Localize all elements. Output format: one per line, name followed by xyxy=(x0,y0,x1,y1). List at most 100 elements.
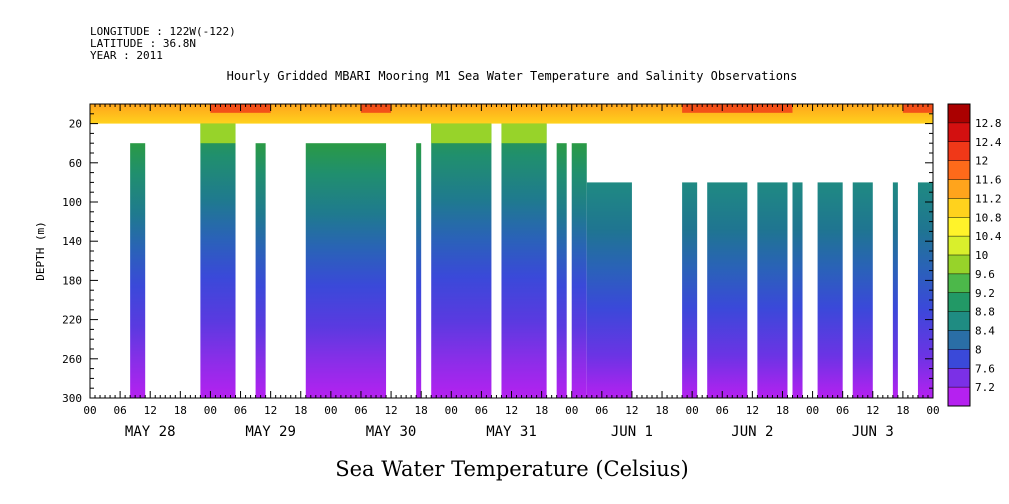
x-tick-label: 06 xyxy=(234,404,247,417)
data-column xyxy=(852,182,873,398)
y-tick-label: 180 xyxy=(62,274,82,287)
x-tick-label: 00 xyxy=(926,404,939,417)
longitude-label: LONGITUDE : 122W(-122) xyxy=(90,25,236,38)
day-label: MAY 28 xyxy=(125,424,176,440)
data-column xyxy=(200,123,236,398)
colorbar-label: 11.6 xyxy=(975,174,1002,187)
y-tick-label: 20 xyxy=(69,118,82,131)
colorbar-label: 9.6 xyxy=(975,268,995,281)
colorbar-cell xyxy=(948,217,970,237)
latitude-label: LATITUDE : 36.8N xyxy=(90,37,196,50)
colorbar-cell xyxy=(948,292,970,312)
x-tick-label: 00 xyxy=(204,404,217,417)
day-label: MAY 29 xyxy=(245,424,296,440)
day-label: MAY 31 xyxy=(486,424,537,440)
x-axis: 00 06 12 18 00 06 12 18 00 06 12 18 00 06 12 18 00 06 12 18… xyxy=(83,104,940,417)
x-tick-label: 00 xyxy=(686,404,699,417)
x-tick-label: 06 xyxy=(475,404,488,417)
x-tick-label: 18 xyxy=(896,404,909,417)
colorbar-label: 12.4 xyxy=(975,136,1002,149)
x-tick-label: 12 xyxy=(625,404,638,417)
data-column xyxy=(255,143,266,398)
colorbar-label: 10.8 xyxy=(975,211,1002,224)
x-tick-label: 00 xyxy=(83,404,96,417)
data-column xyxy=(501,123,547,398)
data-column xyxy=(707,182,748,398)
colorbar-cell xyxy=(948,273,970,293)
day-labels: MAY 28 MAY 29 MAY 30 MAY 31 JUN 1 JUN 2 JUN 3 xyxy=(125,424,894,440)
y-axis-label: DEPTH (m) xyxy=(34,221,47,281)
x-tick-label: 06 xyxy=(716,404,729,417)
data-column xyxy=(416,143,422,398)
day-label: JUN 3 xyxy=(852,424,894,440)
data-column xyxy=(130,143,146,398)
y-tick-label: 220 xyxy=(62,314,82,327)
year-label: YEAR : 2011 xyxy=(90,49,163,62)
colorbar-label: 7.2 xyxy=(975,381,995,394)
colorbar-label: 12.8 xyxy=(975,117,1002,130)
colorbar-cell xyxy=(948,387,970,406)
data-column xyxy=(305,143,387,398)
data-column xyxy=(917,182,933,398)
day-label: JUN 2 xyxy=(731,424,773,440)
colorbar: 12.8 12.4 12 11.6 11.2 10.8 10.4 10 9.6 9.2 8.8 8.4… xyxy=(947,103,1002,407)
colorbar-label: 10 xyxy=(975,249,988,262)
chart-title: Hourly Gridded MBARI Mooring M1 Sea Wate… xyxy=(227,69,798,83)
y-tick-label: 260 xyxy=(62,353,82,366)
colorbar-cell xyxy=(948,122,970,142)
x-tick-label: 06 xyxy=(113,404,126,417)
data-column xyxy=(571,143,587,398)
colorbar-cell xyxy=(948,198,970,218)
data-column-top xyxy=(501,123,547,144)
x-tick-label: 18 xyxy=(655,404,668,417)
data-column xyxy=(817,182,843,398)
colorbar-label: 9.2 xyxy=(975,287,995,300)
data-column xyxy=(792,182,803,398)
x-tick-label: 12 xyxy=(264,404,277,417)
data-column-top xyxy=(200,123,236,144)
x-tick-label: 12 xyxy=(384,404,397,417)
x-tick-label: 12 xyxy=(144,404,157,417)
data-column-top xyxy=(431,123,492,144)
colorbar-label: 8 xyxy=(975,343,982,356)
data-column xyxy=(757,182,788,398)
data-column xyxy=(682,182,698,398)
x-tick-label: 12 xyxy=(746,404,759,417)
colorbar-label: 11.2 xyxy=(975,192,1002,205)
y-tick-label: 60 xyxy=(69,157,82,170)
data-column xyxy=(892,182,898,398)
x-tick-label: 06 xyxy=(836,404,849,417)
colorbar-cell xyxy=(948,160,970,180)
x-tick-label: 00 xyxy=(445,404,458,417)
colorbar-label: 8.8 xyxy=(975,306,995,319)
colorbar-cell xyxy=(948,255,970,274)
data-columns xyxy=(130,123,933,398)
day-label: JUN 1 xyxy=(611,424,653,440)
y-tick-label: 100 xyxy=(62,196,82,209)
colorbar-cell xyxy=(948,141,970,161)
x-tick-label: 00 xyxy=(565,404,578,417)
colorbar-cell xyxy=(948,330,970,350)
surface-warm-patch xyxy=(360,104,392,113)
x-tick-label: 06 xyxy=(354,404,367,417)
x-tick-label: 12 xyxy=(505,404,518,417)
x-tick-label: 00 xyxy=(324,404,337,417)
colorbar-cell xyxy=(948,311,970,331)
colorbar-cell xyxy=(948,236,970,255)
chart-subtitle: Sea Water Temperature (Celsius) xyxy=(335,457,689,481)
colorbar-cell xyxy=(948,179,970,199)
colorbar-cell xyxy=(948,368,970,388)
x-tick-label: 06 xyxy=(595,404,608,417)
surface-warm-patch xyxy=(902,104,933,113)
x-tick-label: 18 xyxy=(535,404,548,417)
day-label: MAY 30 xyxy=(366,424,417,440)
y-tick-label: 300 xyxy=(62,392,82,405)
x-tick-label: 00 xyxy=(806,404,819,417)
colorbar-cell xyxy=(948,349,970,369)
colorbar-cell xyxy=(948,104,970,123)
y-tick-label: 140 xyxy=(62,235,82,248)
surface-warm-patch xyxy=(682,104,793,113)
x-tick-label: 18 xyxy=(415,404,428,417)
data-column xyxy=(431,123,492,398)
